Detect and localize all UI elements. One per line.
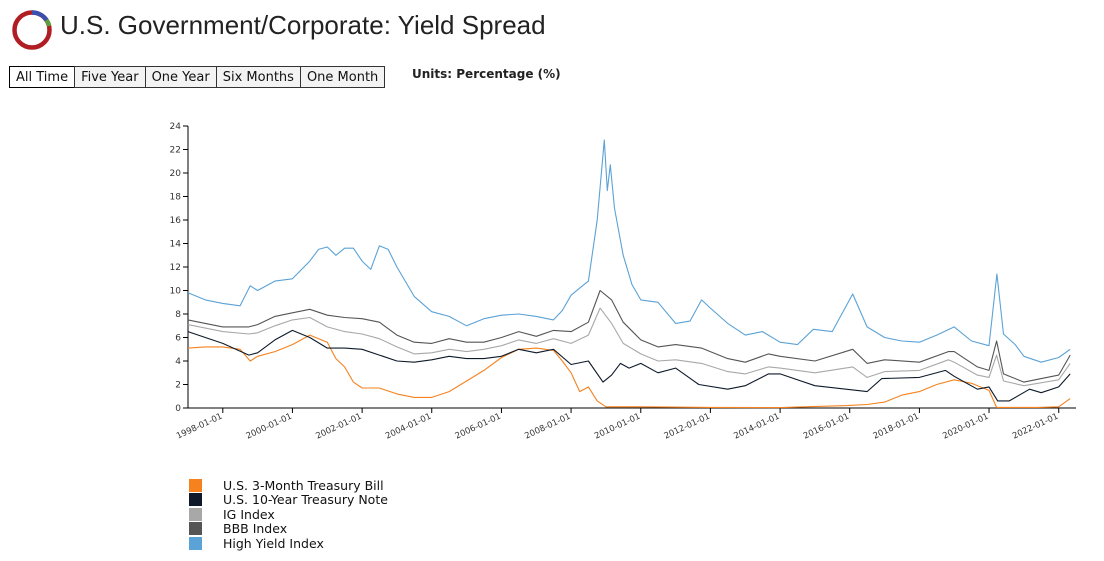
legend-item[interactable]: IG Index — [189, 507, 388, 522]
series-line — [187, 307, 1071, 387]
legend-label: BBB Index — [223, 521, 288, 537]
legend-swatch — [189, 507, 202, 521]
x-tick-label: 2010-01-01 — [593, 412, 642, 442]
y-tick-label: 20 — [170, 169, 182, 179]
x-tick-label: 2012-01-01 — [663, 412, 712, 442]
x-tick-label: 2018-01-01 — [872, 412, 921, 442]
y-tick-label: 14 — [170, 240, 182, 250]
series-line — [187, 329, 1071, 402]
range-button-all-time[interactable]: All Time — [9, 66, 76, 88]
x-tick-label: 2000-01-01 — [245, 412, 294, 442]
page-title: U.S. Government/Corporate: Yield Spread — [60, 10, 546, 40]
y-tick-label: 4 — [175, 357, 181, 367]
legend-swatch — [189, 536, 202, 550]
legend-swatch — [189, 478, 202, 492]
x-tick-label: 2008-01-01 — [523, 412, 572, 442]
legend-label: U.S. 3-Month Treasury Bill — [223, 477, 384, 493]
legend-label: U.S. 10-Year Treasury Note — [223, 492, 388, 508]
legend-label: IG Index — [223, 506, 275, 522]
x-tick-label: 1998-01-01 — [175, 412, 224, 442]
y-tick-label: 12 — [170, 263, 181, 273]
logo-accent-blue — [31, 10, 49, 22]
legend-swatch — [189, 493, 202, 507]
legend-item[interactable]: High Yield Index — [189, 536, 388, 551]
series-line — [187, 289, 1071, 383]
y-tick-label: 18 — [170, 193, 182, 203]
x-tick-label: 2022-01-01 — [1011, 412, 1060, 442]
x-tick-label: 2006-01-01 — [454, 412, 503, 442]
legend-item[interactable]: U.S. 10-Year Treasury Note — [189, 492, 388, 508]
x-tick-label: 2002-01-01 — [314, 412, 363, 442]
series-line — [187, 139, 1071, 363]
series-line — [187, 334, 1071, 409]
x-tick-label: 2020-01-01 — [941, 412, 990, 442]
y-tick-label: 22 — [170, 146, 181, 156]
x-tick-label: 2014-01-01 — [732, 412, 781, 442]
y-tick-label: 8 — [175, 310, 181, 320]
y-tick-label: 16 — [170, 216, 182, 226]
x-tick-label: 2016-01-01 — [802, 412, 851, 442]
y-tick-label: 0 — [175, 404, 181, 414]
app-logo — [12, 10, 52, 50]
range-button-one-month[interactable]: One Month — [299, 66, 386, 88]
legend-item[interactable]: U.S. 3-Month Treasury Bill — [189, 478, 388, 493]
range-button-group: All Time Five Year One Year Six Months O… — [9, 66, 386, 88]
y-tick-label: 10 — [170, 287, 182, 297]
chart-legend: U.S. 3-Month Treasury Bill U.S. 10-Year … — [189, 478, 388, 551]
legend-label: High Yield Index — [223, 535, 324, 551]
logo-accent-green — [44, 18, 52, 27]
y-tick-label: 2 — [175, 381, 181, 391]
range-button-five-year[interactable]: Five Year — [74, 66, 146, 88]
range-button-one-year[interactable]: One Year — [144, 66, 217, 88]
y-tick-label: 24 — [170, 122, 182, 132]
x-tick-label: 2004-01-01 — [384, 412, 433, 442]
legend-item[interactable]: BBB Index — [189, 521, 388, 537]
range-button-six-months[interactable]: Six Months — [215, 66, 301, 88]
units-label: Units: Percentage (%) — [412, 67, 561, 81]
y-tick-label: 6 — [175, 334, 181, 344]
legend-swatch — [189, 522, 202, 536]
